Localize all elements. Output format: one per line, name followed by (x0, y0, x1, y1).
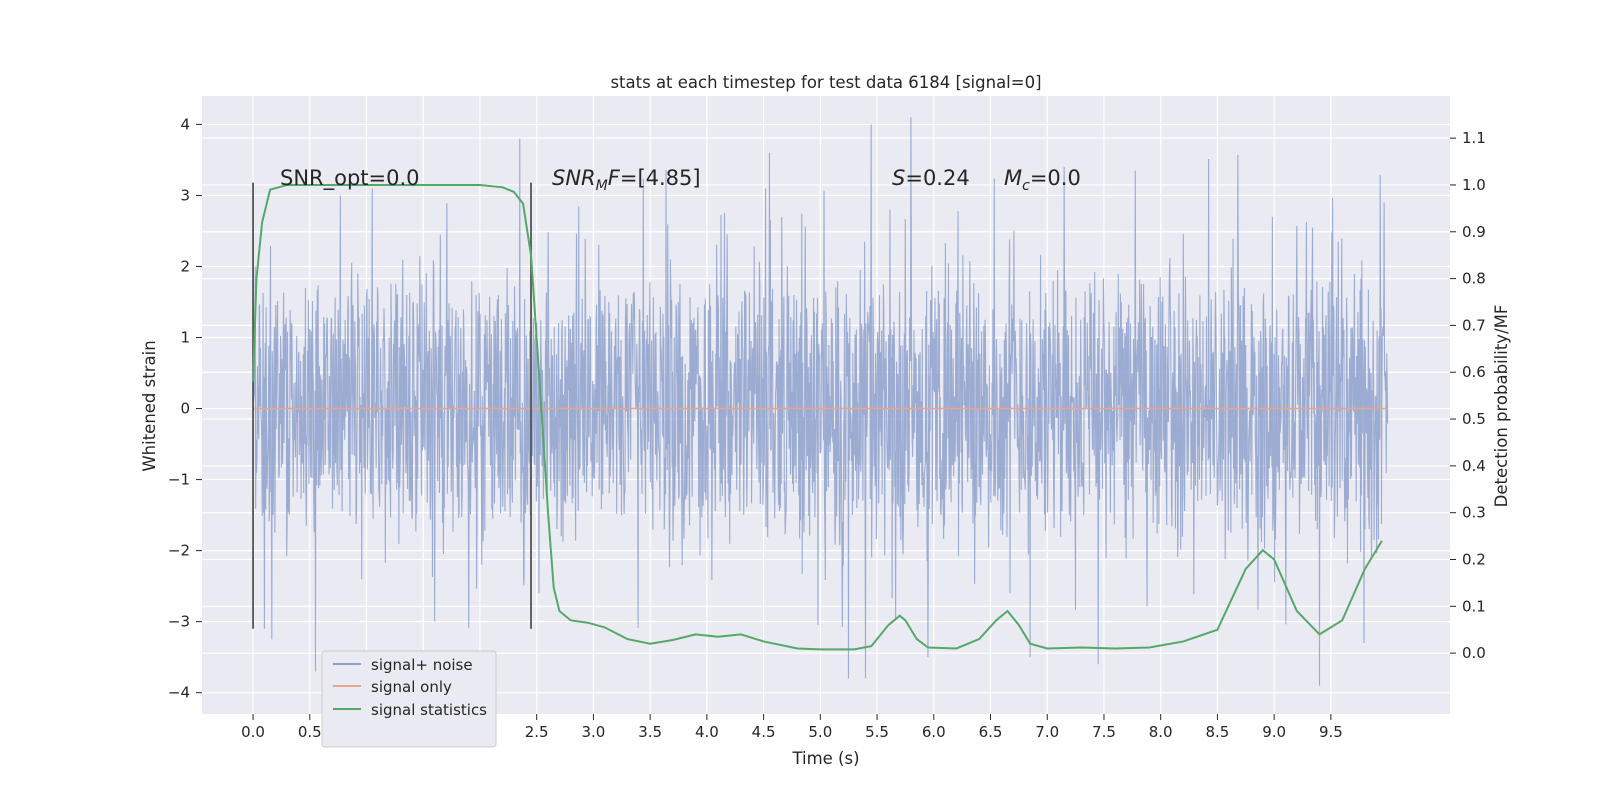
x-tick-label: 8.0 (1149, 723, 1173, 741)
x-tick-label: 3.0 (581, 723, 605, 741)
x-tick-label: 0.0 (241, 723, 265, 741)
legend-box (321, 650, 497, 748)
annotation-mc: Mc=0.0 (1004, 166, 1081, 194)
annotation-snr-mf: SNRMF=[4.85] (552, 166, 701, 194)
signal-noise-series (252, 117, 1389, 686)
annotation-s: S=0.24 (892, 166, 970, 190)
y-left-axis-ticks: −4 −3 −2 −1 0 1 2 3 4 (168, 115, 202, 702)
y-right-tick-label: 0.2 (1462, 551, 1486, 569)
y-right-tick-label: 0.4 (1462, 457, 1486, 475)
signal-statistics-line (252, 183, 1383, 651)
legend: signal+ noise signal only signal statist… (321, 650, 497, 748)
y-right-tick-label: 0.5 (1462, 410, 1486, 428)
y-right-tick-label: 0.3 (1462, 504, 1486, 522)
y-right-tick-label: 0.7 (1462, 316, 1486, 334)
x-tick-label: 6.5 (979, 723, 1003, 741)
x-axis-label: Time (s) (791, 749, 859, 768)
y-right-tick-label: 1.0 (1462, 176, 1486, 194)
annotation-snr-opt: SNR_opt=0.0 (280, 166, 420, 191)
y-right-tick-label: 1.1 (1462, 129, 1486, 147)
x-tick-label: 9.5 (1319, 723, 1343, 741)
x-tick-label: 7.0 (1035, 723, 1059, 741)
chart-title: stats at each timestep for test data 618… (610, 73, 1041, 92)
y-left-tick-label: −4 (168, 684, 190, 702)
x-tick-label: 4.0 (695, 723, 719, 741)
y-right-tick-label: 0.0 (1462, 644, 1486, 662)
x-tick-label: 6.0 (922, 723, 946, 741)
y-right-tick-label: 0.1 (1462, 597, 1486, 615)
plot-area (252, 117, 1389, 686)
y-right-tick-label: 0.8 (1462, 270, 1486, 288)
y-left-tick-label: −1 (168, 471, 190, 489)
annotation-s-value: =0.24 (905, 166, 969, 190)
signal-noise-trace (252, 117, 1389, 686)
x-tick-label: 5.0 (808, 723, 832, 741)
x-tick-label: 8.5 (1205, 723, 1229, 741)
annotation-snr-mf-value: [4.85] (637, 166, 700, 190)
legend-label-signal-only: signal only (371, 678, 452, 696)
y-right-axis-ticks: 0.0 0.1 0.2 0.3 0.4 0.5 0.6 0.7 0.8 0.9 1.0 1.1 (1450, 129, 1486, 662)
y-left-tick-label: 0 (180, 400, 190, 418)
y-right-tick-label: 0.9 (1462, 223, 1486, 241)
x-tick-label: 9.0 (1262, 723, 1286, 741)
y-left-tick-label: 1 (180, 329, 190, 347)
y-left-tick-label: 2 (180, 257, 190, 275)
x-tick-label: 5.5 (865, 723, 889, 741)
y-right-axis-label: Detection probability/MF (1492, 305, 1511, 508)
x-tick-label: 2.5 (525, 723, 549, 741)
x-tick-label: 7.5 (1092, 723, 1116, 741)
y-left-tick-label: 3 (180, 186, 190, 204)
legend-label-signal-noise: signal+ noise (371, 656, 473, 674)
y-left-tick-label: −2 (168, 542, 190, 560)
y-right-tick-label: 0.6 (1462, 363, 1486, 381)
annotation-mc-value: =0.0 (1030, 166, 1081, 190)
y-left-axis-label: Whitened strain (140, 340, 159, 471)
y-left-tick-label: −3 (168, 613, 190, 631)
x-tick-label: 4.5 (752, 723, 776, 741)
x-tick-label: 3.5 (638, 723, 662, 741)
legend-label-signal-statistics: signal statistics (371, 701, 487, 719)
y-left-tick-label: 4 (180, 115, 190, 133)
x-tick-label: 0.5 (298, 723, 322, 741)
